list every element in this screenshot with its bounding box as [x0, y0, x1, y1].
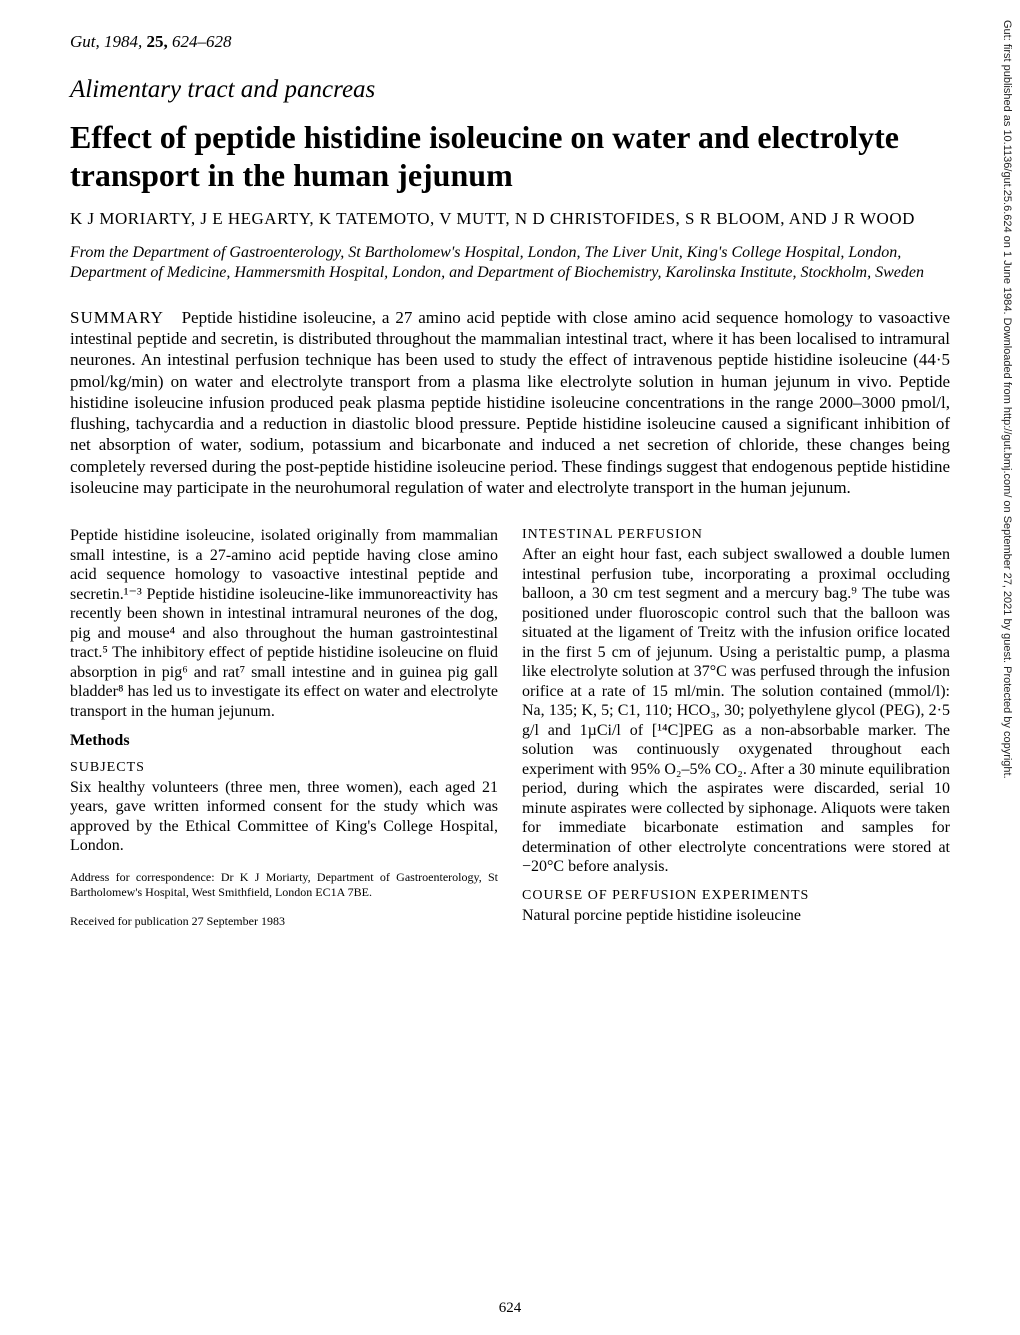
page-number: 624 [499, 1300, 522, 1317]
subjects-heading: SUBJECTS [70, 759, 498, 776]
summary-text: Peptide histidine isoleucine, a 27 amino… [70, 308, 950, 497]
two-column-body: Peptide histidine isoleucine, isolated o… [70, 526, 950, 935]
journal-volume: 25, [147, 32, 168, 51]
intestinal-perfusion-paragraph: After an eight hour fast, each subject s… [522, 545, 950, 877]
affiliation: From the Department of Gastroenterology,… [70, 243, 950, 283]
journal-pages: 624–628 [172, 32, 232, 51]
summary-label: SUMMARY [70, 308, 164, 327]
methods-heading: Methods [70, 731, 498, 751]
journal-name: Gut, [70, 32, 100, 51]
article-title: Effect of peptide histidine isoleucine o… [70, 118, 950, 195]
journal-reference: Gut, 1984, 25, 624–628 [70, 32, 950, 52]
abstract: SUMMARY Peptide histidine isoleucine, a … [70, 307, 950, 498]
authors: K J MORIARTY, J E HEGARTY, K TATEMOTO, V… [70, 209, 950, 229]
received-footnote: Received for publication 27 September 19… [70, 914, 498, 929]
correspondence-footnote: Address for correspondence: Dr K J Moria… [70, 870, 498, 900]
intestinal-perfusion-heading: INTESTINAL PERFUSION [522, 526, 950, 543]
course-paragraph: Natural porcine peptide histidine isoleu… [522, 906, 950, 926]
left-column: Peptide histidine isoleucine, isolated o… [70, 526, 498, 935]
right-column: INTESTINAL PERFUSION After an eight hour… [522, 526, 950, 935]
journal-year: 1984, [104, 32, 142, 51]
section-heading: Alimentary tract and pancreas [70, 76, 950, 104]
copyright-sidebar: Gut: first published as 10.1136/gut.25.6… [1000, 20, 1014, 1310]
subjects-paragraph: Six healthy volunteers (three men, three… [70, 778, 498, 856]
intro-paragraph: Peptide histidine isoleucine, isolated o… [70, 526, 498, 721]
course-heading: COURSE OF PERFUSION EXPERIMENTS [522, 887, 950, 904]
